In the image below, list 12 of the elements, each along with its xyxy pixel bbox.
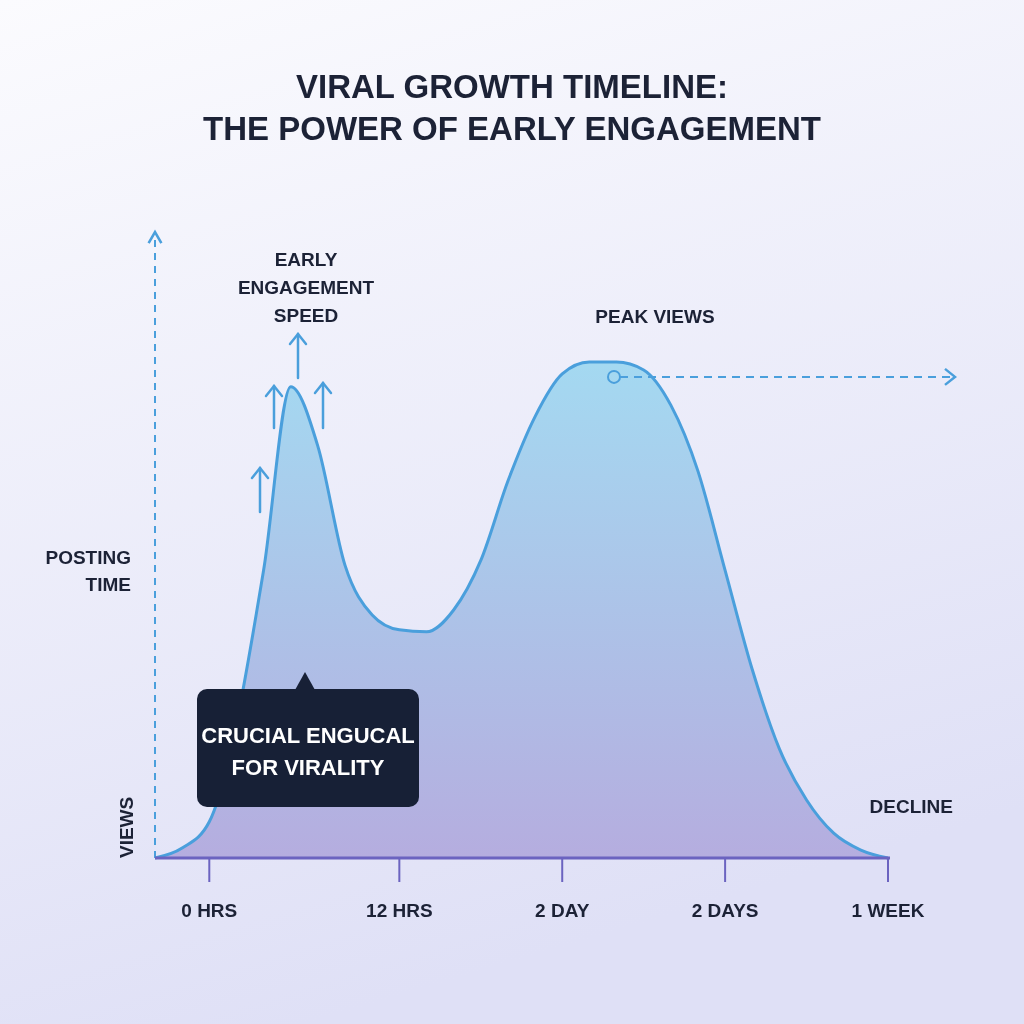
x-tick-label: 0 HRS [181,900,238,921]
x-tick-label: 2 DAY [535,900,590,921]
y-axis-title: VIEWS [116,796,137,858]
annotation: DECLINE [869,796,953,817]
x-tick-label: 12 HRS [366,900,433,921]
text: PEAK VIEWS [595,306,715,327]
chart-title: VIRAL GROWTH TIMELINE: THE POWER OF EARLY ENGAGEMENT [203,68,821,147]
text: EARLY ENGAGEMENT SPEED [237,249,375,326]
x-tick-label: 2 DAYS [691,900,759,921]
annotation: CRUCIAL ENGUCAL FOR VIRALITY [201,723,415,780]
x-tick-label: 1 WEEK [851,900,925,921]
text: POSTING TIME [45,547,131,595]
